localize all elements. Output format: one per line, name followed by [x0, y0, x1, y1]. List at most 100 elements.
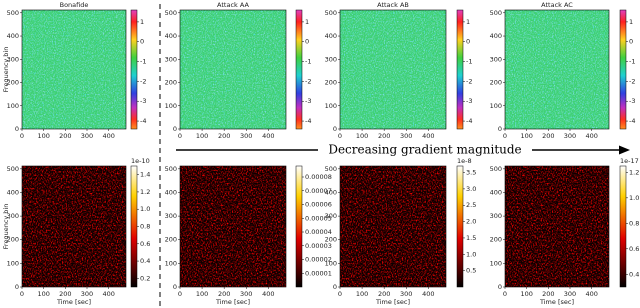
y-tick-label: 500: [490, 165, 502, 173]
colorbar-tick-label: 0.8: [140, 223, 150, 231]
y-tick-label: 500: [7, 165, 19, 173]
colorbar-tick-label: -1: [629, 58, 635, 66]
y-tick-label: 200: [325, 79, 337, 87]
y-axis-label: Frequency bin: [2, 47, 10, 93]
panel-title: Attack AB: [377, 1, 409, 9]
y-tick-label: 500: [165, 9, 177, 17]
colorbar-tick-label: 0.00006: [305, 201, 332, 209]
x-tick-label: 200: [542, 290, 554, 298]
x-tick-label: 200: [218, 132, 230, 140]
y-tick-label: 0: [15, 125, 19, 133]
colorbar-tick-label: 1: [466, 18, 470, 26]
y-tick-label: 500: [325, 165, 337, 173]
y-tick-label: 0: [333, 283, 337, 291]
y-tick-label: 0: [498, 283, 502, 291]
x-tick-label: 100: [356, 132, 368, 140]
x-tick-label: 100: [37, 290, 49, 298]
y-tick-label: 0: [498, 125, 502, 133]
y-tick-label: 200: [7, 79, 19, 87]
x-tick-label: 300: [81, 132, 93, 140]
x-tick-label: 400: [102, 132, 114, 140]
colorbar-tick-label: 0.00003: [305, 242, 332, 250]
y-tick-label: 0: [333, 125, 337, 133]
colorbar-offset: 1e-17: [620, 157, 639, 165]
colorbar-tick-label: 0.2: [140, 274, 150, 282]
annotation: Decreasing gradient magnitude: [328, 143, 521, 157]
y-tick-label: 400: [165, 32, 177, 40]
x-tick-label: 100: [356, 290, 368, 298]
y-tick-label: 400: [325, 188, 337, 196]
x-tick-label: 100: [196, 132, 208, 140]
colorbar-tick-label: 0.6: [140, 240, 150, 248]
colorbar-tick-label: 1.4: [140, 171, 150, 179]
colorbar-tick-label: 1: [629, 18, 633, 26]
colorbar-tick-label: 0.4: [140, 257, 150, 265]
y-tick-label: 300: [7, 55, 19, 63]
y-tick-label: 300: [325, 55, 337, 63]
x-tick-label: 200: [542, 132, 554, 140]
x-tick-label: 300: [240, 290, 252, 298]
x-axis-label: Time [sec]: [375, 298, 410, 306]
colorbar-tick-label: 1: [140, 18, 144, 26]
heatmap-texture: [22, 166, 126, 287]
panel: 0 100 200 300 400 0 100 200 300 400 500 Time [sec] F…: [2, 157, 150, 306]
arrow-head: [619, 145, 630, 155]
x-tick-label: 0: [338, 132, 342, 140]
y-tick-label: 200: [165, 236, 177, 244]
heatmap-texture: [505, 10, 609, 129]
x-tick-label: 200: [59, 290, 71, 298]
colorbar-tick-label: -2: [140, 77, 146, 85]
y-tick-label: 0: [15, 283, 19, 291]
y-tick-label: 400: [490, 32, 502, 40]
x-tick-label: 200: [378, 290, 390, 298]
x-tick-label: 400: [262, 132, 274, 140]
colorbar-tick-label: 0.00001: [305, 269, 332, 277]
x-tick-label: 200: [59, 132, 71, 140]
colorbar-tick-label: 1.2: [140, 188, 150, 196]
y-tick-label: 200: [7, 236, 19, 244]
colorbar-tick-label: -1: [140, 58, 146, 66]
panel: 0 100 200 300 400 0 100 200 300 400 500 Attack AC 1 0…: [490, 1, 636, 140]
colorbar: [619, 9, 627, 130]
colorbar-tick-label: 0.00008: [305, 173, 332, 181]
plot-frame: [339, 9, 447, 130]
panel: 0 100 200 300 400 0 100 200 300 400 500 Attack AB 1 0…: [325, 1, 473, 140]
x-tick-label: 0: [503, 132, 507, 140]
colorbar: [295, 9, 303, 130]
y-tick-label: 400: [7, 188, 19, 196]
y-tick-label: 300: [490, 55, 502, 63]
y-tick-label: 500: [325, 9, 337, 17]
colorbar-offset: 1e-8: [457, 157, 472, 165]
panel: 0 100 200 300 400 0 100 200 300 400 500 Attack AA 1 0…: [165, 1, 312, 140]
colorbar-tick-label: -3: [305, 97, 311, 105]
y-tick-label: 100: [7, 102, 19, 110]
panel: 0 100 200 300 400 0 100 200 300 400 500 Bonafide Fre…: [2, 1, 146, 140]
colorbar-tick-label: 1.0: [140, 205, 150, 213]
y-tick-label: 100: [165, 259, 177, 267]
y-tick-label: 400: [490, 188, 502, 196]
x-tick-label: 200: [218, 290, 230, 298]
x-axis-label: Time [sec]: [215, 298, 250, 306]
colorbar-tick-label: 0.00004: [305, 228, 332, 236]
colorbar-tick-label: 0.4: [629, 270, 639, 278]
colorbar-tick-label: -4: [466, 117, 472, 125]
y-tick-label: 300: [490, 212, 502, 220]
colorbar-tick-label: 1.0: [466, 250, 476, 258]
colorbar-tick-label: 1.5: [466, 234, 476, 242]
colorbar-tick-label: 3.5: [466, 169, 476, 177]
colorbar: [456, 165, 464, 288]
colorbar-tick-label: -4: [305, 117, 311, 125]
panel-title: Attack AC: [541, 1, 573, 9]
colorbar-tick-label: 0.00007: [305, 187, 332, 195]
y-tick-label: 200: [325, 236, 337, 244]
x-tick-label: 0: [20, 290, 24, 298]
y-tick-label: 0: [173, 125, 177, 133]
y-tick-label: 500: [7, 9, 19, 17]
y-tick-label: 100: [325, 102, 337, 110]
x-tick-label: 0: [338, 290, 342, 298]
heatmap-texture: [22, 10, 126, 129]
plot-frame: [339, 165, 447, 288]
x-tick-label: 300: [564, 132, 576, 140]
